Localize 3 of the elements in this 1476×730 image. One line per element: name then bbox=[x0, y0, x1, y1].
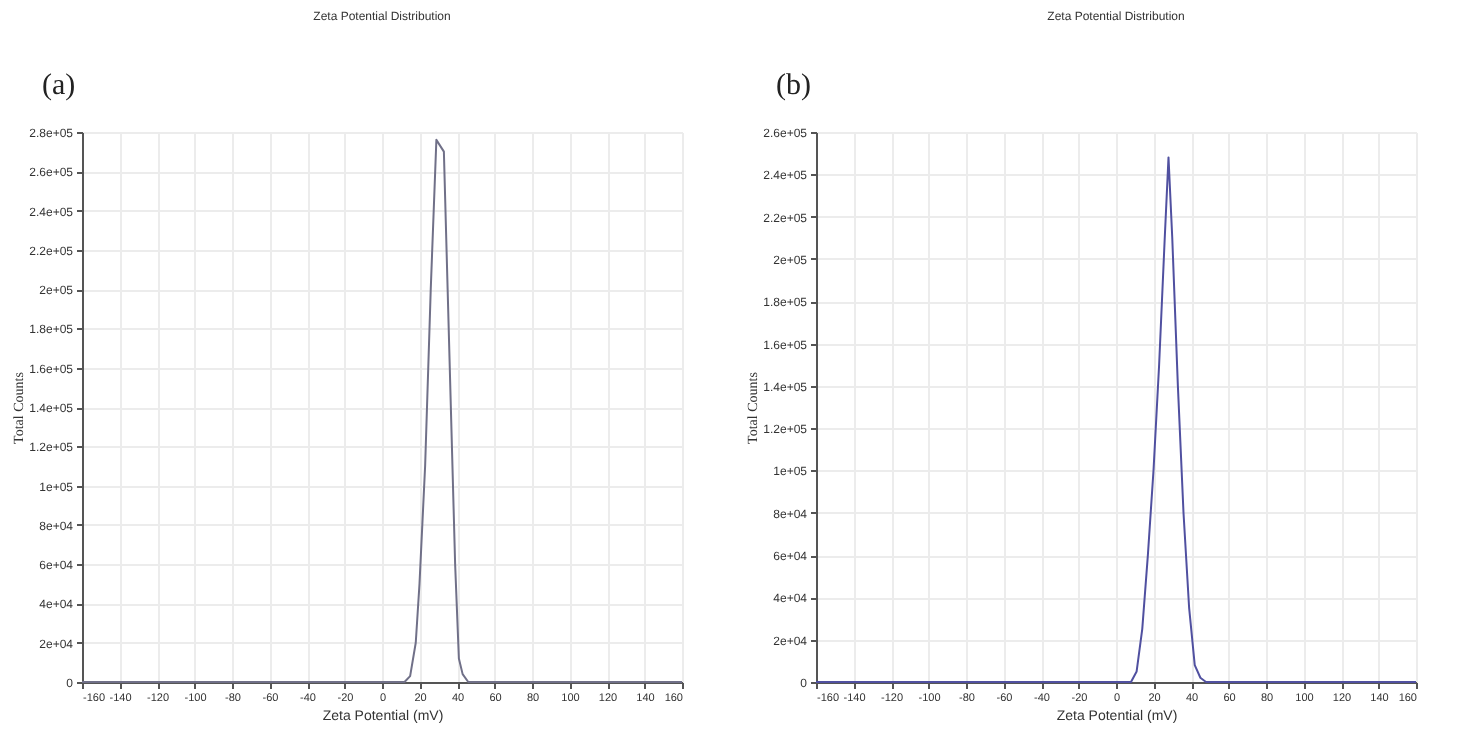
text: (a) bbox=[42, 70, 76, 102]
line-series bbox=[81, 138, 683, 683]
text: (b) bbox=[776, 70, 811, 102]
